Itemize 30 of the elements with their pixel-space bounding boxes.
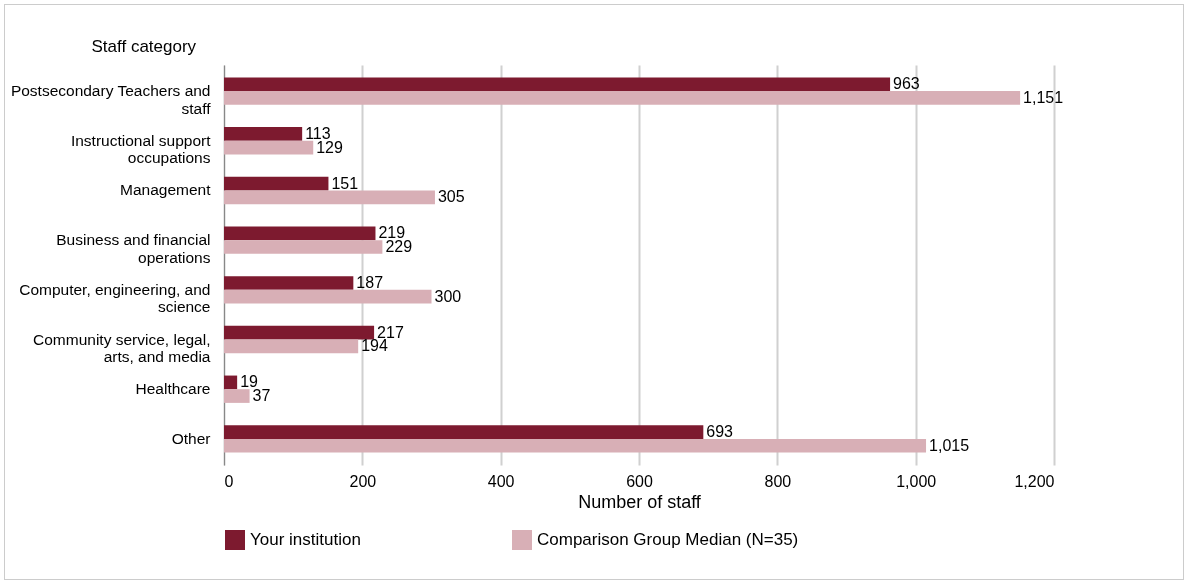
y-tick-label: Community service, legal, arts, and media <box>33 330 211 366</box>
x-tick-label: 600 <box>626 472 653 490</box>
legend-label: Comparison Group Median (N=35) <box>537 530 799 549</box>
legend-label: Your institution <box>250 530 361 549</box>
data-label: 305 <box>437 188 465 206</box>
data-label: 1,015 <box>929 436 970 454</box>
data-label: 229 <box>385 237 413 255</box>
y-tick-label: Postsecondary Teachers and staff <box>10 82 212 117</box>
data-label: 37 <box>252 387 271 405</box>
data-label: 693 <box>706 423 734 441</box>
data-label: 300 <box>434 287 462 305</box>
y-tick-label: Instructional support occupations <box>70 131 212 167</box>
data-label: 194 <box>361 337 388 355</box>
data-label: 151 <box>331 174 359 192</box>
y-tick-label: Computer, engineering, and science <box>19 280 211 316</box>
data-label: 187 <box>356 274 384 292</box>
y-tick-label: Business and financial operations <box>56 231 211 266</box>
x-tick-label: 1,000 <box>896 472 937 490</box>
x-tick-label: 800 <box>764 472 792 490</box>
x-axis-title: Number of staff <box>578 491 702 512</box>
x-tick-label: 0 <box>224 472 234 490</box>
data-label: 1,151 <box>1023 88 1064 106</box>
data-label: 963 <box>893 75 920 93</box>
x-tick-label: 400 <box>487 472 515 490</box>
y-tick-label: Healthcare <box>135 380 211 398</box>
x-tick-label: 200 <box>349 472 377 490</box>
y-tick-label: Management <box>120 181 212 199</box>
y-axis-title: Staff category <box>91 36 197 56</box>
y-tick-label: Other <box>171 429 211 447</box>
x-tick-label: 1,200 <box>1014 472 1055 490</box>
